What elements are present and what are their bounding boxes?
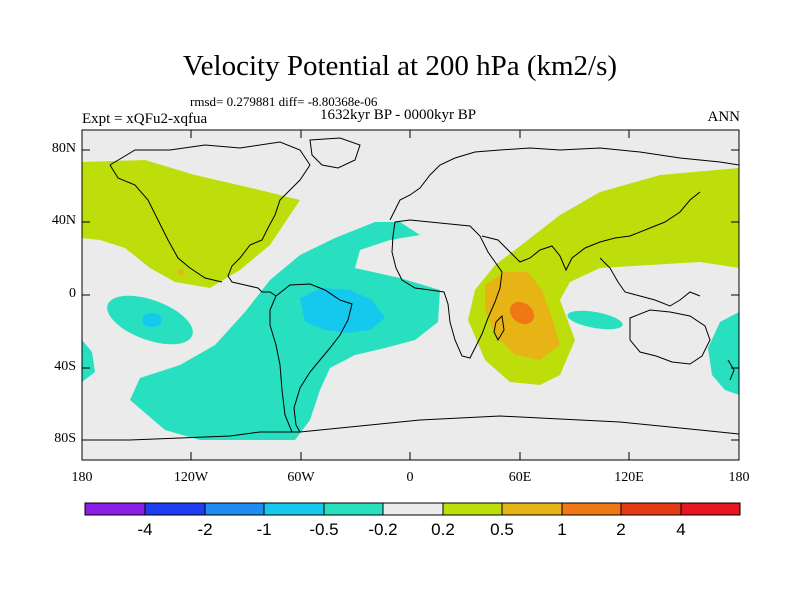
colorbar-box-8: [561, 502, 622, 516]
colorbar-box-7: [501, 502, 563, 516]
colorbar-box-0: [84, 502, 146, 516]
coast-australia: [629, 309, 711, 365]
colorbar-box-1: [144, 502, 206, 516]
field-neg-mid-brazil: [300, 288, 385, 333]
field-neg-atlantic: [130, 222, 440, 440]
lon-label-60e: 60E: [508, 470, 532, 485]
coast-africa: [391, 219, 503, 359]
colorbar-label: -1: [256, 520, 272, 539]
field-neg-east-edge: [708, 312, 739, 395]
contour-fields: [82, 130, 739, 460]
colorbar-box-9: [620, 502, 682, 516]
colorbar-box-3: [263, 502, 325, 516]
lon-label-60w: 60W: [287, 470, 315, 485]
field-pos-spot: [178, 269, 184, 275]
lon-label-0: 0: [406, 470, 414, 485]
colorbar-box-6: [442, 502, 503, 516]
colorbar-label: 0.5: [490, 520, 514, 539]
lon-label-180e: 180: [728, 470, 750, 485]
field-neg-pacific-core: [142, 313, 162, 327]
stats-text: rmsd= 0.279881 diff= -8.80368e-06: [190, 94, 378, 109]
coast-europe: [389, 147, 739, 221]
colorbar-label: 2: [616, 520, 626, 539]
colorbar-label: 0.2: [431, 520, 455, 539]
coastlines: [82, 137, 739, 441]
colorbar-label: -4: [137, 520, 153, 539]
lat-label-40n: 40N: [51, 213, 76, 228]
axis-ticks: [81, 130, 740, 460]
colorbar-label: 4: [676, 520, 686, 539]
lon-label-120w: 120W: [173, 470, 209, 485]
coast-south-america: [269, 283, 353, 433]
coast-madagascar: [493, 314, 505, 342]
coast-north-america: [109, 141, 311, 297]
colorbar-box-2: [204, 502, 265, 516]
coast-greenland: [309, 137, 361, 169]
coast-arabia-india: [481, 191, 701, 272]
coast-new-zealand: [727, 359, 735, 381]
lat-label-80s: 80S: [54, 431, 76, 446]
lon-label-180w: 180: [71, 470, 93, 485]
colorbar-label: -2: [197, 520, 213, 539]
colorbar-box-4: [323, 502, 384, 516]
period-text: 1632kyr BP - 0000kyr BP: [320, 107, 477, 123]
colorbar-box-5: [382, 502, 444, 516]
coast-north-america-west: [109, 164, 223, 283]
chart-title: Velocity Potential at 200 hPa (km2/s): [182, 50, 618, 82]
field-pos-north-america: [82, 160, 300, 288]
lon-label-120e: 120E: [614, 470, 644, 485]
field-neg-west-edge: [82, 340, 95, 382]
field-neg-west-pacific: [567, 310, 623, 330]
coast-se-asia: [599, 257, 701, 307]
experiment-text: Expt = xQFu2-xqfua: [82, 111, 208, 127]
lat-label-80n: 80N: [51, 141, 76, 156]
colorbar-box-10: [680, 502, 741, 516]
season-label: ANN: [707, 109, 741, 125]
lat-label-40s: 40S: [54, 359, 76, 374]
colorbar-label: -0.2: [368, 520, 398, 539]
coast-antarctica: [82, 415, 739, 441]
colorbar: [84, 502, 741, 516]
colorbar-label: -0.5: [309, 520, 339, 539]
lat-label-0: 0: [69, 286, 76, 301]
colorbar-label: 1: [557, 520, 567, 539]
field-pos-strong-core: [509, 301, 535, 325]
